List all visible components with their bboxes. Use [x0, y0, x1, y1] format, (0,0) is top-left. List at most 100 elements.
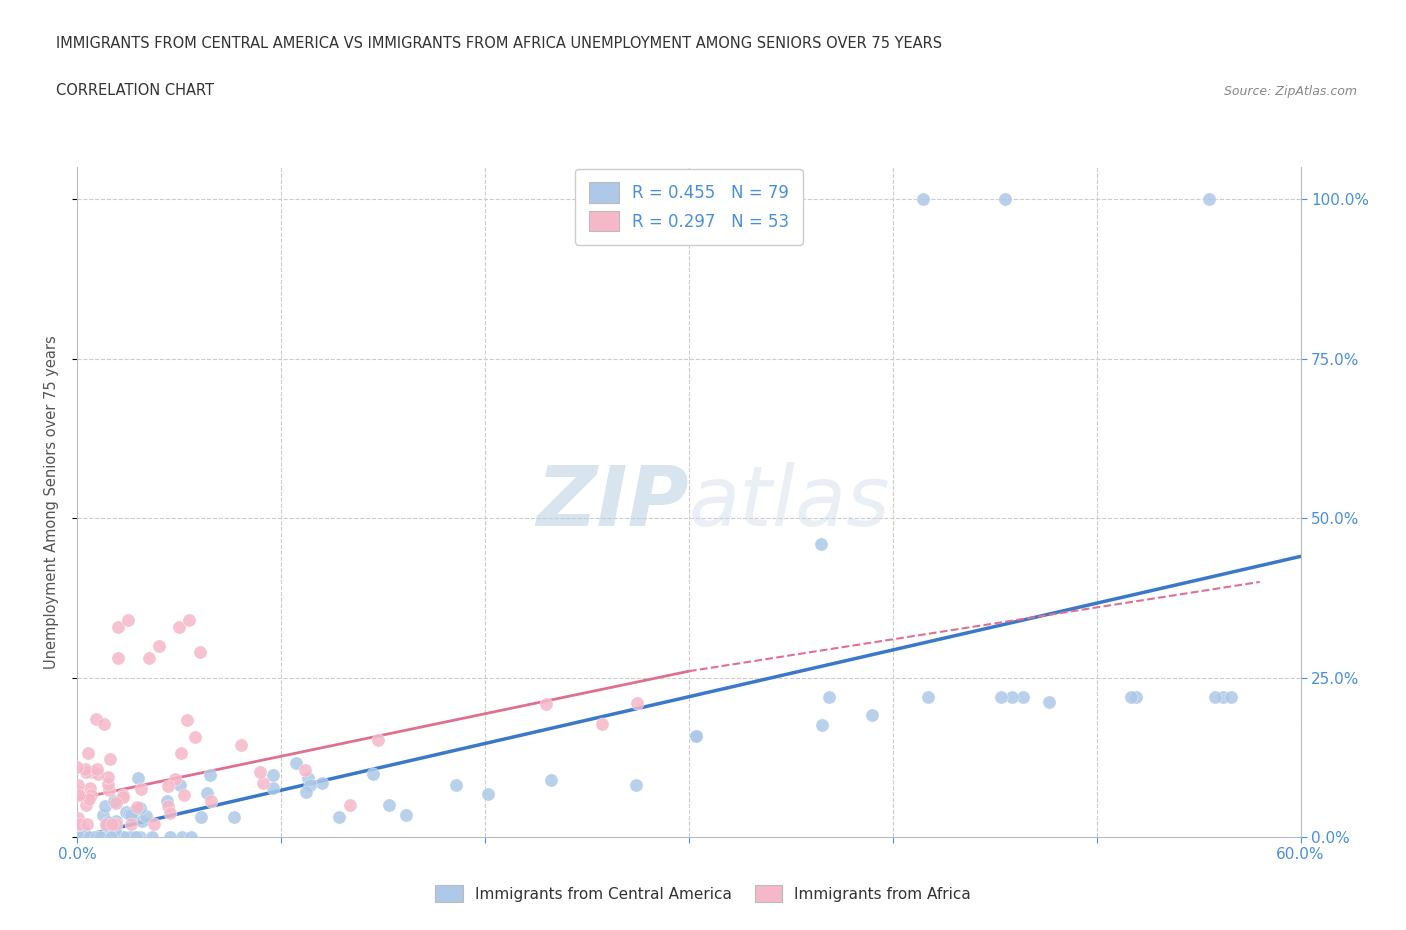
Legend: R = 0.455   N = 79, R = 0.297   N = 53: R = 0.455 N = 79, R = 0.297 N = 53: [575, 169, 803, 245]
Point: [284, 755, 307, 770]
Y-axis label: Unemployment Among Seniors over 75 years: Unemployment Among Seniors over 75 years: [44, 336, 59, 669]
Text: ZIP: ZIP: [536, 461, 689, 543]
Point: [67, 787, 90, 802]
Point: [295, 785, 318, 800]
Point: [477, 786, 499, 801]
Point: [917, 689, 939, 704]
Point: [129, 830, 152, 844]
Point: [252, 776, 274, 790]
Point: [112, 830, 135, 844]
Point: [249, 764, 271, 779]
Point: [72, 830, 94, 844]
Point: [297, 770, 319, 785]
Point: [624, 777, 647, 792]
Point: [77, 830, 100, 844]
Point: [104, 821, 127, 836]
Point: [91, 808, 114, 823]
Point: [105, 817, 128, 831]
Point: [118, 806, 141, 821]
Point: [105, 796, 128, 811]
Point: [179, 613, 201, 628]
Point: [67, 777, 90, 792]
Point: [262, 780, 284, 795]
Point: [97, 782, 120, 797]
Point: [197, 785, 219, 800]
Legend: Immigrants from Central America, Immigrants from Africa: Immigrants from Central America, Immigra…: [429, 879, 977, 909]
Point: [94, 817, 117, 831]
Point: [180, 830, 202, 844]
Point: [224, 809, 246, 824]
Point: [77, 792, 100, 807]
Point: [89, 830, 111, 844]
Point: [77, 746, 100, 761]
Point: [66, 760, 89, 775]
Point: [67, 785, 90, 800]
Point: [80, 788, 103, 803]
Point: [103, 830, 125, 844]
Point: [163, 771, 186, 786]
Point: [76, 817, 98, 831]
Point: [157, 799, 180, 814]
Point: [184, 729, 207, 744]
Point: [156, 778, 179, 793]
Point: [811, 717, 834, 732]
Point: [94, 798, 117, 813]
Point: [96, 815, 118, 830]
Point: [1125, 689, 1147, 704]
Point: [818, 689, 841, 704]
Point: [339, 798, 361, 813]
Point: [1119, 689, 1142, 704]
Point: [1198, 192, 1220, 206]
Point: [107, 619, 129, 634]
Point: [262, 767, 284, 782]
Text: atlas: atlas: [689, 461, 890, 543]
Point: [86, 762, 108, 777]
Point: [810, 537, 832, 551]
Point: [231, 738, 253, 753]
Point: [100, 751, 122, 766]
Point: [67, 830, 90, 844]
Point: [1220, 689, 1243, 704]
Point: [626, 696, 648, 711]
Point: [97, 777, 120, 791]
Point: [534, 696, 557, 711]
Point: [125, 830, 148, 844]
Point: [159, 805, 181, 820]
Point: [73, 762, 96, 777]
Point: [121, 830, 143, 844]
Point: [66, 817, 89, 831]
Point: [79, 780, 101, 795]
Text: Source: ZipAtlas.com: Source: ZipAtlas.com: [1223, 85, 1357, 98]
Point: [135, 808, 157, 823]
Point: [190, 809, 212, 824]
Point: [101, 817, 124, 831]
Point: [200, 794, 222, 809]
Point: [311, 776, 333, 790]
Point: [129, 801, 152, 816]
Point: [117, 613, 139, 628]
Point: [1038, 695, 1060, 710]
Point: [156, 793, 179, 808]
Point: [87, 830, 110, 844]
Point: [1212, 689, 1234, 704]
Point: [122, 830, 145, 844]
Point: [1001, 689, 1024, 704]
Point: [94, 817, 117, 832]
Point: [69, 817, 91, 831]
Point: [912, 192, 935, 206]
Point: [298, 777, 321, 792]
Point: [169, 619, 191, 634]
Point: [141, 830, 163, 844]
Point: [685, 728, 707, 743]
Point: [138, 651, 160, 666]
Point: [67, 817, 90, 831]
Point: [112, 788, 135, 803]
Point: [173, 788, 195, 803]
Point: [188, 644, 211, 659]
Point: [361, 766, 384, 781]
Point: [120, 830, 142, 844]
Point: [131, 813, 153, 828]
Point: [104, 822, 127, 837]
Point: [73, 830, 96, 844]
Point: [395, 808, 418, 823]
